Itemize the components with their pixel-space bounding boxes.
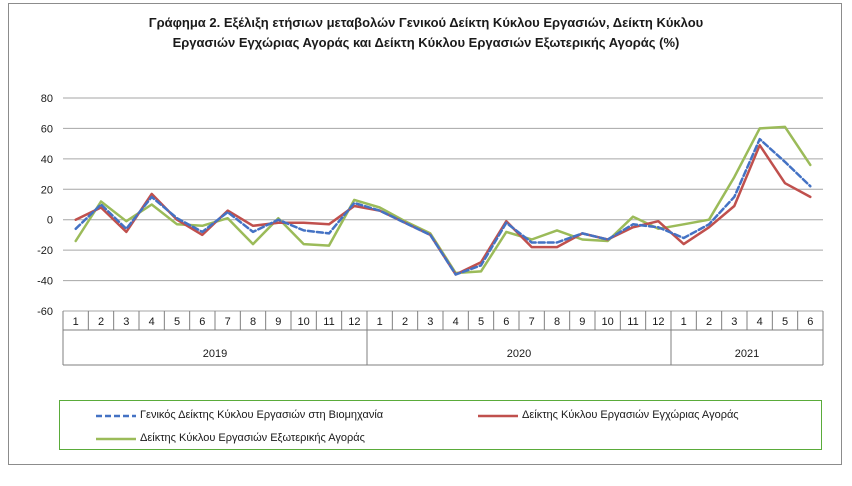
y-tick-label: -40 bbox=[37, 276, 53, 288]
legend-label-foreign-market: Δείκτης Κύκλου Εργασιών Εξωτερικής Αγορά… bbox=[140, 432, 365, 444]
chart-frame bbox=[8, 3, 842, 465]
legend: Γενικός Δείκτης Κύκλου Εργασιών στη Βιομ… bbox=[59, 400, 822, 450]
x-tick-label: 3 bbox=[123, 316, 129, 328]
x-tick-label: 5 bbox=[174, 316, 180, 328]
x-tick-label: 8 bbox=[250, 316, 256, 328]
legend-label-general-index: Γενικός Δείκτης Κύκλου Εργασιών στη Βιομ… bbox=[140, 409, 384, 421]
legend-label-domestic-market: Δείκτης Κύκλου Εργασιών Εγχώριας Αγοράς bbox=[522, 409, 739, 421]
x-tick-label: 11 bbox=[627, 316, 638, 328]
y-tick-label: 0 bbox=[47, 215, 53, 227]
year-label: 2020 bbox=[507, 348, 531, 360]
x-tick-label: 1 bbox=[377, 316, 383, 328]
series-line-foreign-market bbox=[74, 125, 812, 275]
x-tick-label: 2 bbox=[706, 316, 712, 328]
x-tick-label: 12 bbox=[652, 316, 664, 328]
x-tick-label: 7 bbox=[225, 316, 231, 328]
x-tick-label: 5 bbox=[478, 316, 484, 328]
x-tick-label: 4 bbox=[757, 316, 763, 328]
x-tick-label: 9 bbox=[275, 316, 281, 328]
chart-title: Γράφημα 2. Εξέλιξη ετήσιων μεταβολών Γεν… bbox=[0, 13, 852, 53]
year-label: 2019 bbox=[203, 348, 227, 360]
y-tick-label: 80 bbox=[41, 93, 53, 105]
year-label: 2021 bbox=[735, 348, 759, 360]
x-tick-label: 9 bbox=[579, 316, 585, 328]
y-tick-label: 40 bbox=[41, 154, 53, 166]
y-tick-label: 20 bbox=[41, 184, 53, 196]
x-tick-label: 6 bbox=[503, 316, 509, 328]
x-tick-label: 8 bbox=[554, 316, 560, 328]
legend-swatch-domestic-market bbox=[478, 414, 518, 418]
legend-swatch-general-index bbox=[96, 414, 136, 418]
x-tick-label: 10 bbox=[602, 316, 614, 328]
x-tick-label: 2 bbox=[98, 316, 104, 328]
chart-title-line-1: Γράφημα 2. Εξέλιξη ετήσιων μεταβολών Γεν… bbox=[148, 15, 704, 30]
x-tick-label: 3 bbox=[427, 316, 433, 328]
x-tick-label: 1 bbox=[73, 316, 79, 328]
legend-swatch-foreign-market bbox=[96, 437, 136, 441]
y-tick-label: -20 bbox=[37, 245, 53, 257]
x-tick-label: 7 bbox=[529, 316, 535, 328]
x-tick-label: 11 bbox=[323, 316, 334, 328]
y-tick-label: 60 bbox=[41, 123, 53, 135]
x-tick-label: 4 bbox=[453, 316, 459, 328]
x-tick-label: 6 bbox=[807, 316, 813, 328]
x-tick-label: 2 bbox=[402, 316, 408, 328]
x-tick-label: 10 bbox=[298, 316, 310, 328]
x-tick-label: 4 bbox=[149, 316, 155, 328]
x-tick-label: 5 bbox=[782, 316, 788, 328]
series-line-general-index bbox=[74, 137, 812, 276]
x-tick-label: 1 bbox=[681, 316, 687, 328]
x-tick-label: 3 bbox=[731, 316, 737, 328]
x-tick-label: 12 bbox=[348, 316, 360, 328]
x-tick-label: 6 bbox=[199, 316, 205, 328]
chart-title-line-2: Εργασιών Εγχώριας Αγοράς και Δείκτη Κύκλ… bbox=[172, 35, 680, 50]
y-tick-label: -60 bbox=[37, 306, 53, 318]
